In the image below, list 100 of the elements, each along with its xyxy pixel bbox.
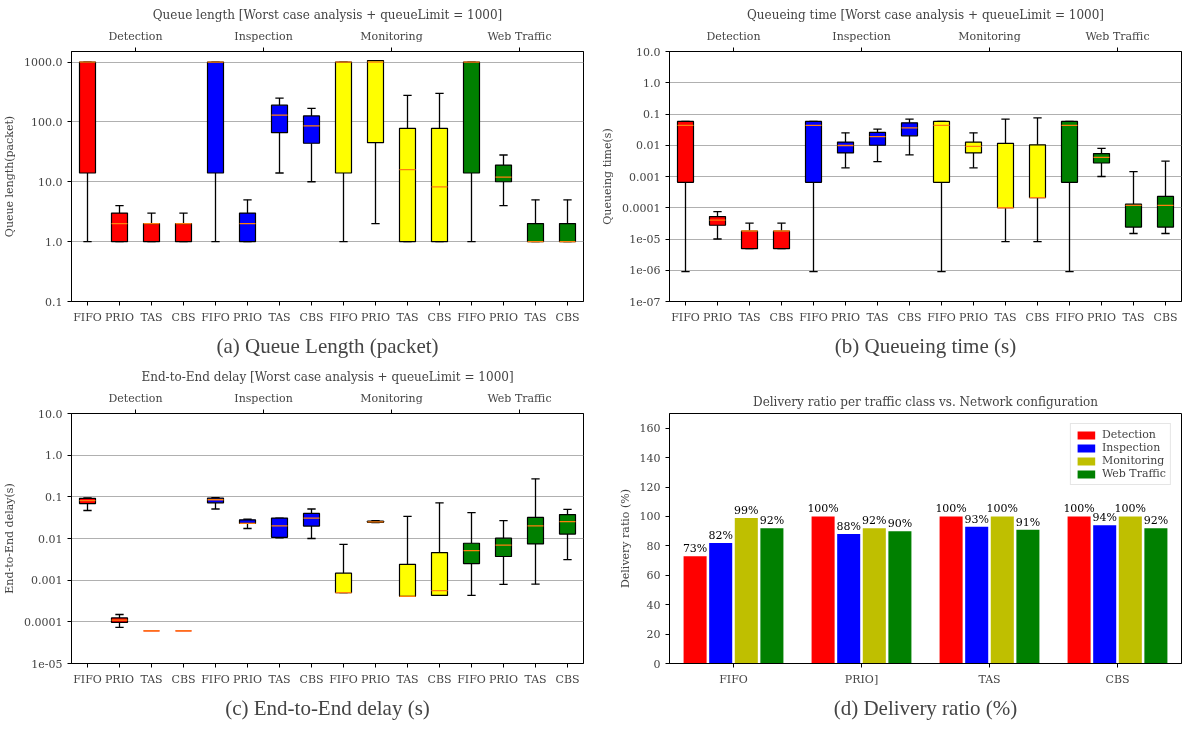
data-label: 100% bbox=[986, 502, 1019, 516]
y-tick-label: 1.0 bbox=[643, 76, 661, 90]
x-tick-label: CBS bbox=[299, 310, 324, 324]
x-tick-label: TAS bbox=[524, 310, 547, 324]
x-tick-label: TAS bbox=[978, 672, 1001, 686]
data-label: 82% bbox=[708, 528, 733, 542]
y-tick-label: 120 bbox=[639, 481, 661, 495]
data-label: 91% bbox=[1015, 515, 1041, 529]
x-tick-label: PRIO bbox=[232, 672, 263, 686]
x-tick-label: FIFO bbox=[329, 310, 358, 324]
text: (a) Queue Length (packet) bbox=[216, 333, 439, 358]
text: (b) Queueing time (s) bbox=[834, 333, 1017, 358]
y-tick-label: 1e-05 bbox=[31, 657, 63, 671]
x-tick-label: TAS bbox=[268, 672, 291, 686]
y-axis-title: Queue length(packet) bbox=[3, 115, 17, 238]
y-tick-label: 80 bbox=[646, 539, 661, 553]
data-label: 73% bbox=[682, 542, 708, 556]
legend-label: Monitoring bbox=[1101, 454, 1165, 467]
legend-label: Detection bbox=[1101, 428, 1156, 441]
x-tick-label: TAS bbox=[738, 310, 761, 324]
legend-label: Inspection bbox=[1101, 441, 1161, 454]
x-tick-label: FIFO bbox=[73, 310, 102, 324]
y-axis-title: Delivery ratio (%) bbox=[618, 489, 632, 588]
x-tick-label: CBS bbox=[555, 310, 580, 324]
y-tick-label: 1e-07 bbox=[629, 295, 661, 309]
y-tick-label: 0.1 bbox=[45, 295, 63, 309]
x-tick-label: CBS bbox=[897, 310, 922, 324]
x-tick-label: TAS bbox=[140, 310, 163, 324]
y-tick-label: 0.1 bbox=[643, 108, 661, 121]
data-label: 93% bbox=[964, 512, 989, 526]
y-tick-label: 1.0 bbox=[45, 449, 63, 463]
x-tick-label: PRIO bbox=[488, 310, 519, 324]
x-tick-label: TAS bbox=[1122, 310, 1145, 324]
x-tick-label: PRIO bbox=[830, 310, 861, 324]
x-tick-label: PRIO bbox=[104, 310, 135, 324]
x-tick-label: PRIO bbox=[488, 672, 519, 686]
y-tick-label: 0 bbox=[653, 657, 661, 671]
x-tick-label: FIFO bbox=[1055, 310, 1084, 324]
data-label: 94% bbox=[1092, 511, 1117, 525]
text: Monitoring bbox=[360, 29, 423, 43]
y-axis-title: Queueing time(s) bbox=[601, 128, 615, 225]
y-tick-label: 10.0 bbox=[38, 407, 63, 421]
data-label: 100% bbox=[1114, 502, 1147, 516]
y-tick-label: 140 bbox=[639, 451, 661, 465]
data-label: 92% bbox=[1143, 514, 1169, 528]
text: Detection bbox=[108, 391, 163, 405]
x-tick-label: TAS bbox=[268, 310, 291, 324]
y-axis-title: End-to-End delay(s) bbox=[3, 483, 17, 594]
x-tick-label: FIFO bbox=[671, 310, 700, 324]
text: Web Traffic bbox=[487, 29, 552, 43]
text: Inspection bbox=[234, 29, 293, 43]
chart-title: End-to-End delay [Worst case analysis + queueLimit = 1000] bbox=[141, 369, 514, 384]
text: Detection bbox=[706, 29, 761, 43]
y-tick-label: 1000.0 bbox=[24, 56, 63, 70]
data-label: 92% bbox=[862, 514, 887, 528]
x-tick-label: PRIO bbox=[958, 310, 989, 324]
x-tick-label: CBS bbox=[769, 310, 794, 324]
y-tick-label: 0.001 bbox=[629, 170, 661, 184]
x-tick-label: CBS bbox=[171, 310, 196, 324]
data-label: 92% bbox=[759, 514, 785, 528]
x-tick-label: FIFO bbox=[201, 672, 230, 686]
y-tick-label: 0.01 bbox=[38, 532, 63, 546]
x-tick-label: TAS bbox=[396, 310, 419, 324]
data-label: 100% bbox=[807, 502, 839, 516]
text: Monitoring bbox=[958, 29, 1021, 43]
x-tick-label: TAS bbox=[994, 310, 1017, 324]
x-tick-label: PRIO bbox=[702, 310, 733, 324]
text: Web Traffic bbox=[1085, 29, 1150, 43]
x-tick-label: PRIO] bbox=[844, 672, 879, 686]
y-tick-label: 60 bbox=[646, 569, 661, 583]
y-tick-label: 160 bbox=[639, 422, 661, 436]
x-tick-label: FIFO bbox=[73, 672, 102, 686]
text: (c) End-to-End delay (s) bbox=[225, 695, 430, 720]
y-tick-label: 100 bbox=[639, 510, 661, 524]
data-label: 100% bbox=[935, 502, 967, 516]
y-tick-label: 100.0 bbox=[31, 115, 63, 129]
x-tick-label: FIFO bbox=[457, 672, 486, 686]
data-label: 99% bbox=[734, 503, 759, 517]
y-tick-label: 0.0001 bbox=[24, 615, 63, 629]
y-tick-label: 0.0001 bbox=[622, 201, 661, 215]
text: Detection bbox=[108, 29, 163, 43]
x-tick-label: PRIO bbox=[104, 672, 135, 686]
text: Inspection bbox=[832, 29, 891, 43]
text: Web Traffic bbox=[487, 391, 552, 405]
x-tick-label: CBS bbox=[555, 672, 580, 686]
legend-label: Web Traffic bbox=[1101, 467, 1166, 480]
chart-title: Queue length [Worst case analysis + queueLimit = 1000] bbox=[152, 7, 503, 22]
x-tick-label: FIFO bbox=[201, 310, 230, 324]
y-tick-label: 0.01 bbox=[636, 139, 661, 153]
x-tick-label: CBS bbox=[299, 672, 324, 686]
text: Inspection bbox=[234, 391, 293, 405]
x-tick-label: FIFO bbox=[927, 310, 956, 324]
x-tick-label: TAS bbox=[866, 310, 889, 324]
y-tick-label: 1e-06 bbox=[629, 264, 661, 278]
x-tick-label: CBS bbox=[1105, 672, 1130, 686]
x-tick-label: CBS bbox=[1025, 310, 1050, 324]
data-label: 88% bbox=[836, 520, 861, 534]
x-tick-label: PRIO bbox=[360, 310, 391, 324]
x-tick-label: TAS bbox=[396, 672, 419, 686]
x-tick-label: PRIO bbox=[232, 310, 263, 324]
